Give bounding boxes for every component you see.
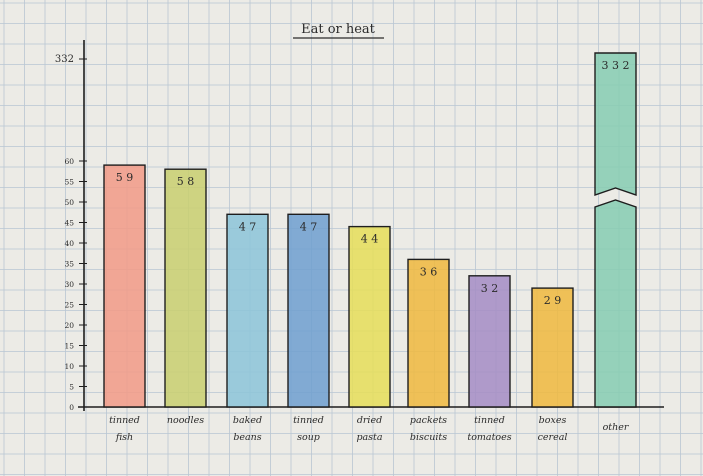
x-category-label: beans [233, 432, 261, 443]
bar-value-label: 3 2 [481, 282, 499, 295]
y-tick-label: 10 [64, 362, 74, 371]
y-tick-label: 20 [64, 321, 74, 330]
x-category-label: tinned [293, 415, 324, 426]
x-category-label: pasta [356, 432, 382, 443]
bar [407, 258, 450, 408]
y-tick-label: 60 [64, 157, 74, 166]
bar [531, 287, 574, 408]
bar-value-label: 3 3 2 [602, 59, 630, 72]
x-category-label: soup [297, 432, 320, 443]
x-category-label: baked [233, 415, 262, 426]
y-tick-label: 332 [55, 54, 74, 65]
bar-value-label: 2 9 [544, 294, 562, 307]
y-tick-label: 25 [64, 301, 74, 310]
bar [287, 213, 330, 408]
bar-value-label: 5 8 [177, 175, 195, 188]
x-category-label: dried [357, 415, 382, 426]
x-category-label: tinned [474, 415, 505, 426]
x-category-label: tinned [109, 415, 140, 426]
bar-value-label: 4 7 [300, 220, 318, 233]
y-tick-label: 50 [64, 198, 74, 207]
y-axis-ticks: 0 5 10 15 20 25 30 35 40 45 50 55 60 332 [55, 54, 87, 412]
chart-title: Eat or heat [301, 22, 376, 37]
x-category-label: biscuits [410, 432, 447, 443]
y-tick-label: 35 [64, 260, 74, 269]
y-tick-label: 0 [69, 403, 74, 412]
bar-value-label: 4 7 [239, 220, 257, 233]
bar-value-label: 4 4 [361, 233, 379, 246]
bars: 5 9 5 8 4 7 4 7 4 4 3 6 3 2 2 9 3 3 2 [103, 52, 637, 408]
bar [348, 225, 391, 408]
x-category-label: fish [115, 432, 133, 443]
bar-lower-segment [594, 199, 637, 408]
y-tick-label: 55 [64, 178, 74, 187]
y-tick-label: 30 [64, 280, 74, 289]
x-axis-labels: tinned fish noodles baked beans tinned soup dri… [109, 415, 630, 443]
bar [468, 275, 511, 408]
bar [103, 164, 146, 408]
bar [226, 213, 269, 408]
x-category-label: other [603, 422, 630, 433]
y-tick-label: 15 [64, 342, 74, 351]
y-tick-label: 5 [69, 383, 74, 392]
x-category-label: packets [410, 415, 447, 426]
y-tick-label: 40 [64, 239, 74, 248]
x-category-label: boxes [539, 415, 567, 426]
y-tick-label: 45 [64, 219, 74, 228]
x-category-label: tomatoes [467, 432, 511, 443]
x-category-label: cereal [538, 432, 568, 443]
bar-value-label: 5 9 [116, 171, 134, 184]
bar-value-label: 3 6 [420, 265, 438, 278]
bar-upper-segment [594, 52, 637, 196]
x-category-label: noodles [167, 415, 204, 426]
bar [164, 168, 207, 408]
